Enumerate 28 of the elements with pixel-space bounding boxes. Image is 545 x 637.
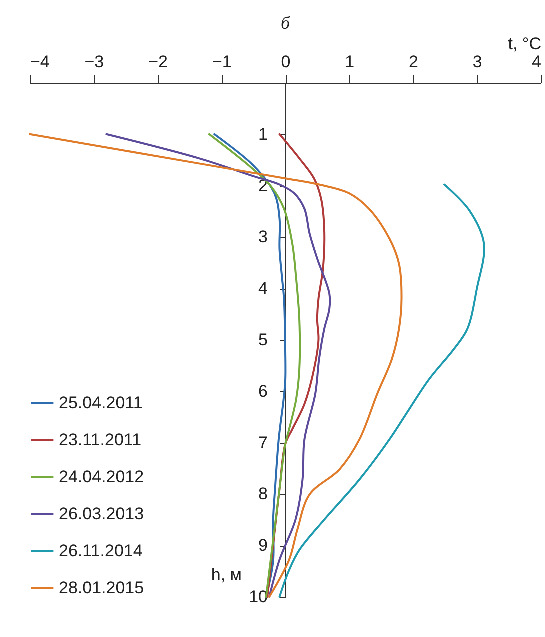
x-tick-label: 2 [409, 52, 418, 72]
x-tick-label: 1 [345, 52, 355, 72]
x-tick-label: 4 [532, 52, 542, 72]
legend-label: 25.04.2011 [59, 394, 143, 412]
x-tick-label: −1 [212, 52, 232, 72]
x-tick-label: −2 [148, 52, 168, 72]
x-tick-label: −4 [30, 52, 50, 72]
y-tick-label: 4 [258, 279, 268, 298]
line-series [278, 184, 486, 598]
legend-label: 28.01.2015 [59, 578, 144, 598]
x-tick-label: 3 [472, 52, 482, 72]
x-tick-label: 0 [281, 52, 291, 72]
legend-label: 26.03.2013 [59, 504, 144, 524]
y-tick-label: 9 [258, 536, 268, 556]
y-tick-label: 7 [258, 433, 268, 452]
y-axis-title: h, м [211, 566, 242, 584]
legend-label: 23.11.2011 [59, 430, 142, 450]
y-tick-label: 1 [258, 124, 268, 144]
line-series [266, 133, 326, 598]
chart-title: б [280, 13, 291, 33]
legend-label: 24.04.2012 [59, 468, 144, 486]
y-tick-label: 5 [258, 330, 268, 350]
y-tick-label: 3 [258, 228, 268, 247]
legend-label: 26.11.2014 [59, 542, 143, 560]
y-tick-label: 8 [258, 484, 268, 504]
x-axis-title: t, °C [508, 34, 542, 54]
x-tick-label: −3 [84, 52, 104, 72]
y-tick-label: 6 [258, 382, 268, 401]
